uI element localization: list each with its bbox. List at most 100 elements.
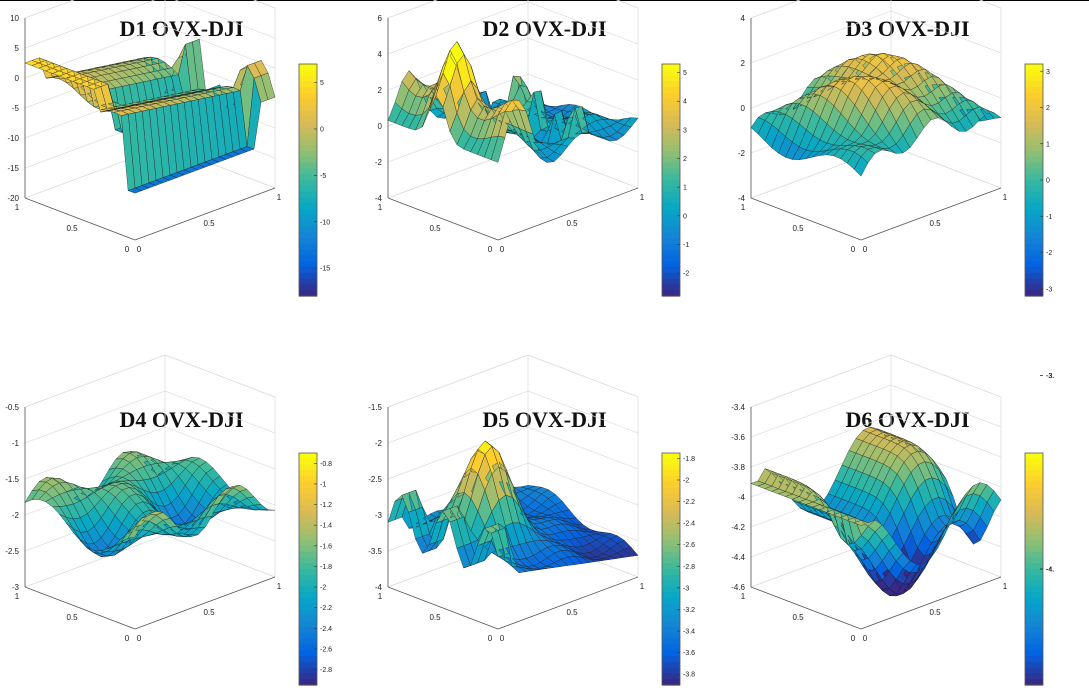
colorbar-segment [1025,638,1043,645]
colorbar-segment [299,563,317,570]
colorbar-segment [662,214,680,222]
y-axis-line [387,586,499,630]
colorbar-segment [1025,272,1043,280]
colorbar-segment [1025,656,1043,663]
z-tick-label: -15 [7,164,19,173]
colorbar-segment [1025,232,1043,239]
z-tick-label: -4 [738,493,746,502]
axes-box: -0.5 -1 -1.5 -2 -2.5 -3 0 0.5 1 0 0.5 1 [5,354,282,643]
colorbar-segment [662,75,680,82]
colorbar-tick-label: -2 [683,477,689,484]
z-tick-label: -1 [12,439,20,448]
colorbar-segment [662,679,680,686]
colorbar-tick-label: -3. [1046,373,1054,380]
z-tick-label: -0.5 [5,403,19,412]
colorbar-segment [1025,267,1043,274]
colorbar-segment [662,453,680,460]
colorbar-segment [662,238,680,245]
colorbar-tick-label: -3.6 [683,650,695,657]
colorbar-segment [1025,621,1043,628]
colorbar-segment [662,673,680,680]
colorbar-segment [299,180,317,187]
grid-line [24,354,276,408]
colorbar-tick-label: -0.8 [320,461,332,468]
colorbar-segment [662,185,680,193]
grid-line [24,25,276,79]
colorbar-segment [662,586,680,593]
y-tick-label: 1 [15,592,20,601]
colorbar-segment [1025,243,1043,251]
colorbar-tick-label: -1.2 [320,502,332,509]
colorbar-segment [299,673,317,680]
colorbar-segment [1025,156,1043,164]
colorbar-segment [1025,644,1043,651]
colorbar-segment [1025,81,1043,88]
colorbar-segment [662,64,680,71]
colorbar-segment [299,644,317,651]
y-tick-label: 0.5 [66,613,78,622]
y-axis-line [24,586,136,630]
colorbar-segment [662,133,680,140]
colorbar-segment [299,87,317,94]
colorbar-segment [1025,650,1043,657]
surface [387,41,639,163]
y-tick-label: 0.5 [66,224,78,233]
y-tick-label: 0 [488,245,493,254]
x-tick-label: 0 [863,634,868,643]
colorbar-segment [1025,470,1043,477]
colorbar-segment [1025,580,1043,587]
colorbar-segment [299,516,317,524]
colorbar-segment [662,464,680,471]
z-tick-label: -2.5 [5,547,19,556]
colorbar-tick-label: -3.8 [683,672,695,679]
colorbar-segment [299,191,317,198]
chart-title: D2 OVX-DJI [482,16,607,41]
colorbar-segment [662,522,680,529]
grid-line [387,426,639,480]
surface-plot: -0.5 -1 -1.5 -2 -2.5 -3 0 0.5 1 0 0.5 1 -0.8 -1 -1.2 -1… [5,354,332,686]
grid-line [387,0,639,19]
colorbar-segment [662,168,680,175]
colorbar-tick-label: -2.8 [320,667,332,674]
z-tick-label: -2 [12,511,20,520]
chart-title: D1 OVX-DJI [119,16,244,41]
chart-title: D6 OVX-DJI [845,407,970,432]
colorbar-segment [299,162,317,169]
colorbar-segment [299,232,317,239]
colorbar-segment [662,644,680,651]
y-axis-line [387,197,499,241]
grid-line [750,0,1002,19]
z-tick-label: -5 [12,104,20,113]
z-tick-label: -4 [375,194,383,203]
colorbar-segment [299,615,317,622]
colorbar-segment [1025,609,1043,616]
colorbar-segment [662,569,680,576]
colorbar-tick-label: -2.8 [683,564,695,571]
colorbar-segment [1025,673,1043,680]
colorbar-segment [1025,69,1043,77]
colorbar-segment [662,505,680,512]
colorbar-segment [299,482,317,489]
colorbar-segment [1025,116,1043,123]
colorbar-segment [1025,87,1043,94]
colorbar-segment [299,151,317,158]
colorbar-segment [1025,278,1043,285]
colorbar-tick-label: 1 [1046,141,1050,148]
colorbar-segment [1025,563,1043,570]
colorbar-segment [662,458,680,466]
colorbar-segment [1025,191,1043,198]
surface-plot: 4 2 0 -2 -4 0 0.5 1 0 0.5 1 3 2 1 0 -1 -2 -3 [738,0,1052,297]
colorbar-segment [299,574,317,582]
colorbar-tick-label: -3. [1046,373,1054,380]
colorbar-segment [299,511,317,518]
z-tick-label: 10 [10,14,19,23]
z-tick-label: 5 [15,44,20,53]
colorbar-tick-label: -1.8 [683,456,695,463]
colorbar-segment [662,267,680,274]
colorbar-tick-label: -2 [320,585,326,592]
colorbar-segment [662,650,680,657]
z-tick-label: -10 [7,134,19,143]
colorbar-tick-label: -4. [1046,567,1054,574]
colorbar-segment [662,180,680,187]
colorbar-segment [662,191,680,198]
